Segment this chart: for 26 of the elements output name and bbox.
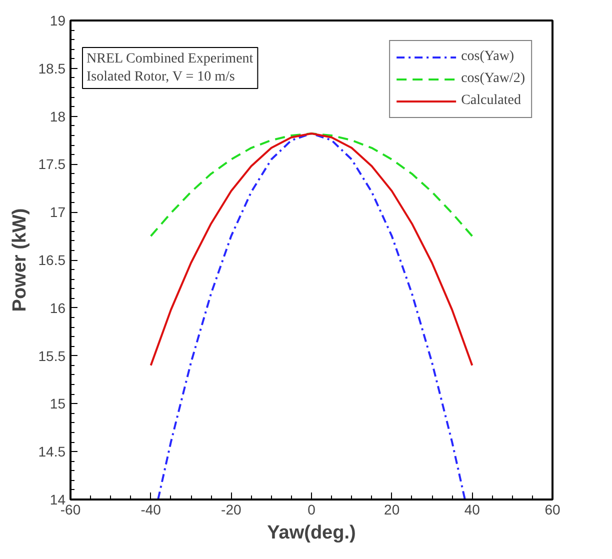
legend-label: cos(Yaw/2) [461,71,525,87]
x-tick-label: 20 [384,502,400,518]
x-tick-label: -20 [221,502,242,518]
y-tick-label: 19 [50,12,66,28]
x-tick-label: 60 [544,502,560,518]
y-tick-label: 15.5 [38,348,66,364]
y-tick-label: 15 [50,396,66,412]
line-series [157,132,466,500]
legend-label: cos(Yaw) [461,49,514,65]
y-tick-label: 16 [50,300,66,316]
line-series [150,132,474,366]
y-tick-label: 18 [50,108,66,124]
x-tick-label: 40 [464,502,480,518]
x-tick-label: -40 [140,502,162,518]
y-tick-label: 14.5 [38,444,66,460]
line-series [150,132,474,238]
y-axis-title: Power (kW) [9,208,30,312]
y-tick-label: 17.5 [38,156,66,172]
y-tick-label: 14 [50,492,66,508]
x-tick-label: 0 [308,502,316,518]
annotation: NREL Combined Experiment Isolated Rotor, V = 10 m/s [86,52,254,84]
legend-label: Calculated [461,93,521,109]
y-tick-label: 18.5 [38,60,66,76]
y-tick-label: 17 [50,204,66,220]
y-tick-label: 16.5 [38,252,66,268]
x-axis-title: Yaw(deg.) [267,522,356,544]
